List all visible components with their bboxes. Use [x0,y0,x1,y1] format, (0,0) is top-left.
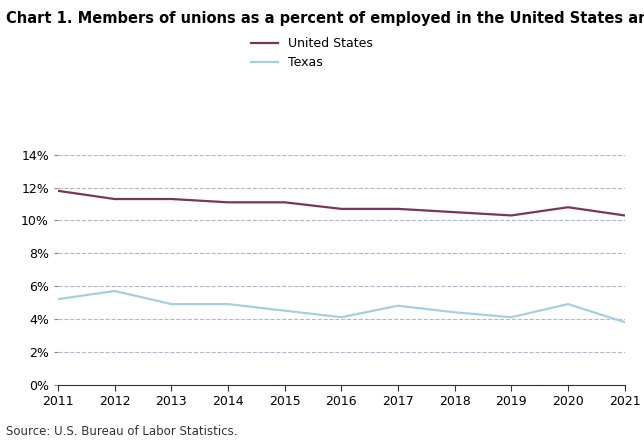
Text: Chart 1. Members of unions as a percent of employed in the United States and Tex: Chart 1. Members of unions as a percent … [6,11,644,26]
Legend: United States, Texas: United States, Texas [251,37,374,69]
Text: Source: U.S. Bureau of Labor Statistics.: Source: U.S. Bureau of Labor Statistics. [6,425,238,438]
